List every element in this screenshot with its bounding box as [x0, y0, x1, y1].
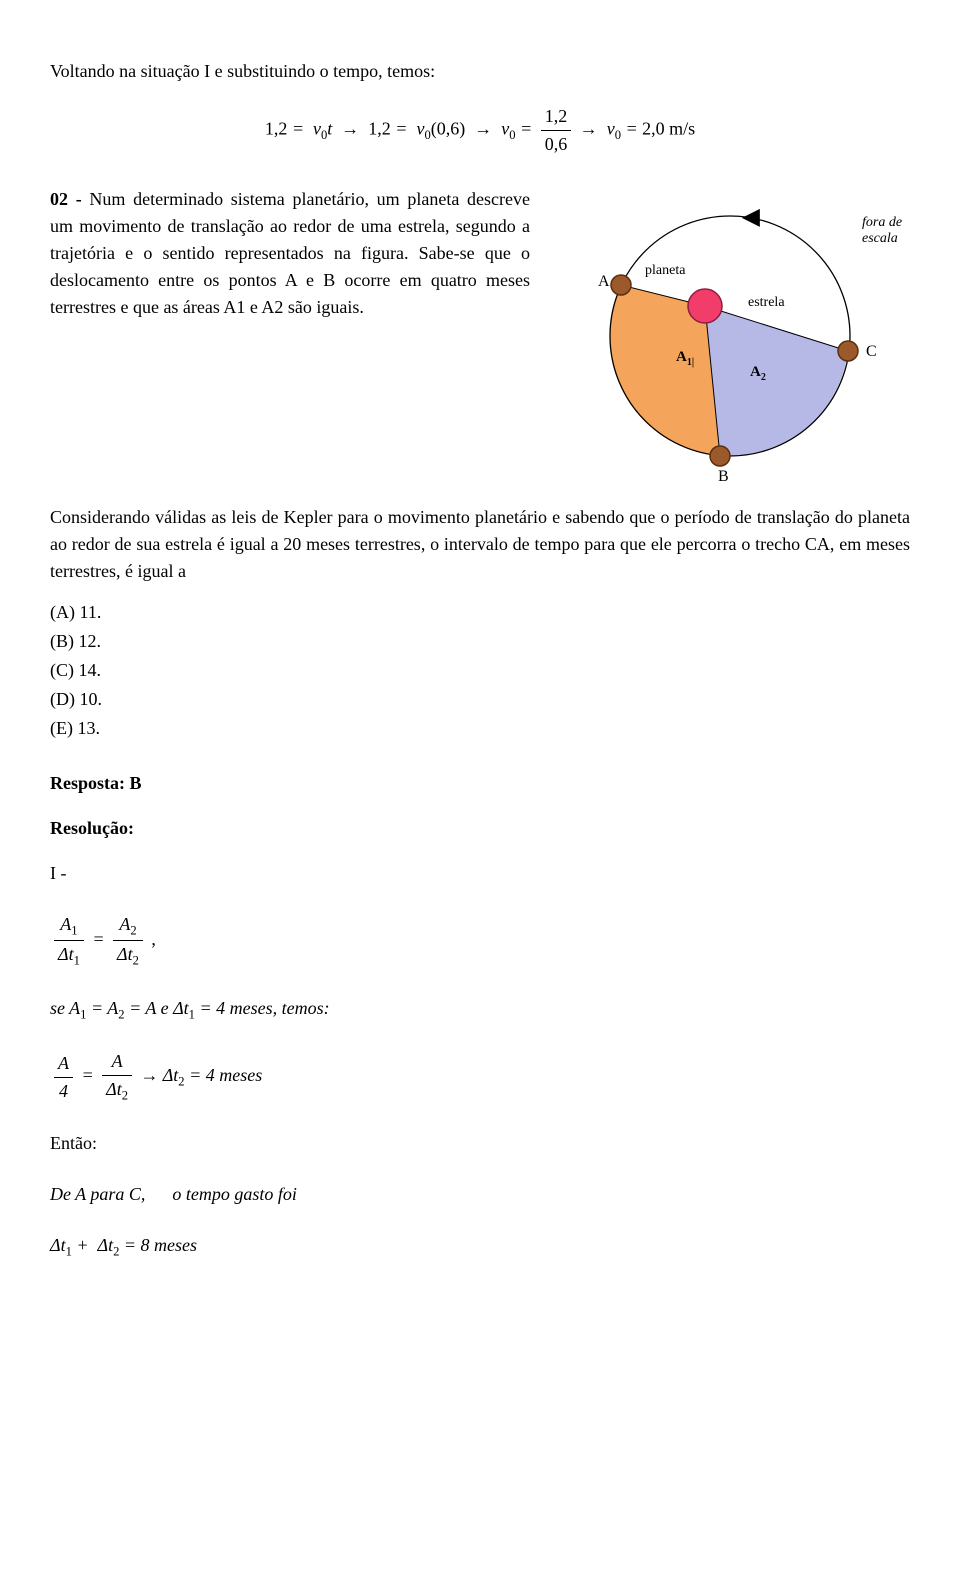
entao-label: Então: [50, 1130, 910, 1157]
solve-line: A 4 = A Δt2 → Δt2 = 4 meses [50, 1048, 910, 1105]
svg-text:estrela: estrela [748, 295, 785, 310]
intro-text: Voltando na situação I e substituindo o … [50, 58, 910, 85]
option-e: (E) 13. [50, 715, 910, 742]
option-c: (C) 14. [50, 657, 910, 684]
svg-text:planeta: planeta [645, 263, 686, 278]
option-a: (A) 11. [50, 599, 910, 626]
svg-text:C: C [866, 343, 877, 360]
resolution-label: Resolução: [50, 815, 910, 842]
assume-line: se A1 = A2 = A e Δt1 = 4 meses, temos: [50, 995, 910, 1024]
option-d: (D) 10. [50, 686, 910, 713]
step-I: I - [50, 860, 910, 887]
answer-options: (A) 11. (B) 12. (C) 14. (D) 10. (E) 13. [50, 599, 910, 742]
kepler-area-ratio: A1 Δt1 = A2 Δt2 , [50, 911, 910, 971]
svg-text:A: A [598, 273, 610, 290]
de-a-para-c: De A para C, o tempo gasto foi [50, 1181, 910, 1208]
svg-text:escala: escala [862, 231, 898, 246]
option-b: (B) 12. [50, 628, 910, 655]
equation-1: 1,2 = v0t → 1,2 = v0(0,6) → v0 = 1,20,6 … [50, 103, 910, 158]
kepler-figure: estrelaA1|A2AplanetaBCfora deescala [550, 186, 910, 486]
svg-text:fora de: fora de [862, 215, 902, 230]
question-02-body: 02 - Num determinado sistema planetário,… [50, 186, 530, 321]
sum-line: Δt1 + Δt2 = 8 meses [50, 1232, 910, 1261]
answer-label: Resposta: B [50, 770, 910, 797]
svg-text:B: B [718, 468, 729, 485]
question-02-after: Considerando válidas as leis de Kepler p… [50, 504, 910, 585]
